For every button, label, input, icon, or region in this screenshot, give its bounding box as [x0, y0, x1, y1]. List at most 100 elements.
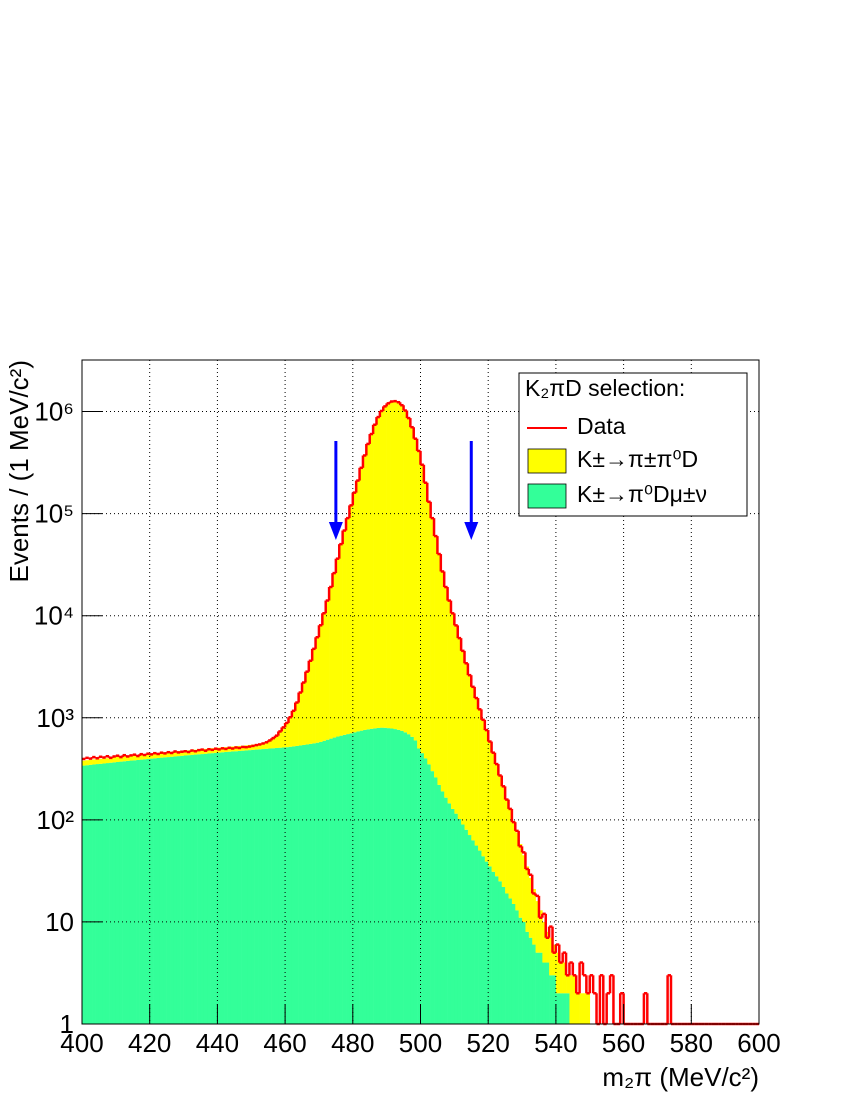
hist-bar	[261, 749, 266, 1024]
x-tick-label: 420	[128, 1028, 171, 1058]
hist-bar	[210, 753, 215, 1024]
hist-bar	[98, 763, 103, 1024]
hist-bar	[329, 587, 333, 739]
hist-bar	[176, 756, 181, 1024]
hist-bar	[369, 728, 374, 1024]
hist-bar	[373, 424, 377, 729]
hist-bar	[126, 760, 130, 1024]
hist-bar	[420, 753, 425, 1024]
hist-bar	[339, 544, 343, 736]
x-tick-label: 600	[737, 1028, 780, 1058]
hist-bar	[555, 993, 560, 1024]
hist-bar	[241, 745, 245, 751]
hist-bar	[322, 613, 327, 741]
hist-bar	[552, 975, 557, 1024]
hist-bar	[457, 638, 462, 819]
cut-arrow-head	[464, 522, 479, 540]
hist-bar	[329, 738, 333, 1024]
hist-bar	[291, 746, 296, 1024]
hist-bar	[525, 931, 530, 1024]
hist-bar	[149, 758, 154, 1024]
hist-bar	[467, 675, 472, 836]
hist-bar	[342, 530, 347, 735]
hist-bar	[437, 784, 442, 1024]
hist-bar	[393, 401, 398, 730]
hist-bar	[579, 993, 584, 1024]
hist-bar	[423, 482, 428, 759]
hist-bar	[417, 451, 421, 749]
hist-bar	[298, 745, 303, 1024]
hist-bar	[501, 886, 506, 1024]
hist-bar	[200, 749, 205, 755]
hist-bar	[159, 757, 164, 1024]
hist-bar	[207, 753, 211, 1024]
hist-bar	[180, 750, 184, 756]
hist-bar	[163, 752, 167, 758]
hist-bar	[237, 750, 242, 1024]
hist-bar	[105, 758, 110, 764]
hist-bar	[447, 803, 452, 1024]
hist-bar	[88, 759, 93, 765]
hist-bar	[142, 759, 147, 1024]
hist-bar	[400, 405, 404, 731]
hist-bar	[136, 754, 140, 760]
hist-bar	[305, 744, 310, 1024]
hist-bar	[305, 672, 310, 745]
hist-bar	[525, 866, 530, 932]
hist-bar	[481, 720, 486, 857]
hist-bar	[538, 910, 543, 953]
hist-bar	[302, 744, 306, 1024]
hist-bar	[417, 748, 421, 1024]
hist-bar	[390, 728, 394, 1024]
hist-bar	[312, 743, 316, 1024]
hist-bar	[105, 763, 110, 1024]
hist-bar	[85, 760, 90, 766]
hist-bar	[85, 765, 90, 1024]
hist-bar	[413, 438, 418, 741]
hist-bar	[471, 840, 475, 1024]
hist-bar	[383, 727, 387, 1024]
hist-bar	[234, 746, 239, 752]
hist-bar	[227, 751, 232, 1024]
hist-bar	[254, 744, 259, 750]
hist-bar	[132, 755, 137, 761]
y-axis-title: Events / (1 MeV/c²)	[4, 360, 34, 583]
hist-bar	[285, 723, 289, 748]
hist-bar	[437, 554, 442, 785]
y-tick-label: 10⁶	[34, 397, 74, 427]
hist-bar	[170, 751, 174, 757]
hist-bar	[559, 962, 563, 994]
hist-bar	[447, 600, 452, 804]
y-tick-label: 10⁵	[34, 499, 74, 529]
hist-bar	[102, 758, 106, 764]
hist-bar	[109, 762, 113, 1024]
hist-bar	[98, 758, 103, 764]
hist-bar	[444, 797, 448, 1024]
hist-bar	[484, 730, 489, 862]
hist-bar	[420, 464, 425, 754]
hist-bar	[403, 410, 408, 733]
hist-bar	[484, 861, 489, 1024]
hist-bar	[542, 962, 547, 1024]
hist-bar	[396, 729, 401, 1024]
hist-bar	[522, 855, 526, 922]
hist-bar	[315, 742, 320, 1024]
hist-bar	[92, 759, 96, 765]
hist-bar	[258, 743, 262, 750]
hist-bar	[542, 921, 547, 963]
hist-bar	[170, 756, 174, 1024]
hist-bar	[180, 755, 184, 1024]
hist-bar	[308, 660, 313, 744]
hist-bar	[410, 427, 415, 737]
hist-bar	[552, 944, 557, 976]
hist-bar	[325, 600, 330, 740]
hist-bar	[346, 734, 350, 1024]
hist-bar	[383, 406, 387, 728]
legend-title: K₂πD selection:	[525, 375, 685, 401]
plot-area	[81, 360, 760, 1026]
hist-bar	[427, 764, 431, 1024]
hist-bar	[153, 753, 157, 759]
hist-bar	[562, 962, 567, 994]
hist-bar	[359, 467, 364, 731]
